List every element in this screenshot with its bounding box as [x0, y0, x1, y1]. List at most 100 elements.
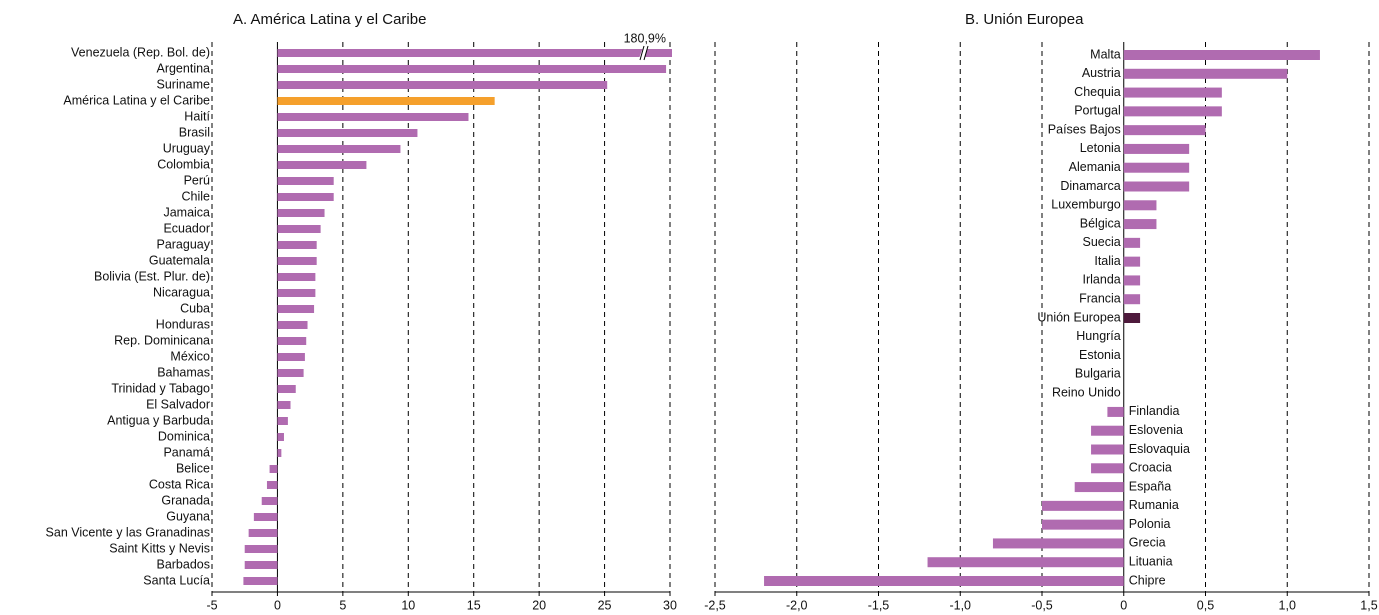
category-label: Paraguay [156, 237, 210, 251]
x-tick-label: 10 [401, 598, 415, 612]
bar [269, 465, 278, 473]
bar [277, 65, 667, 73]
bar [244, 545, 278, 553]
bar [1107, 406, 1124, 417]
category-label: Panamá [163, 445, 210, 459]
x-tick-label: 15 [467, 598, 481, 612]
bar [1123, 143, 1190, 154]
bar [266, 481, 278, 489]
bar [277, 257, 317, 265]
bar [1123, 219, 1157, 230]
category-label: Argentina [156, 61, 210, 75]
bar [1091, 463, 1124, 474]
bar [248, 529, 278, 537]
category-label: Chile [182, 189, 211, 203]
bar [277, 113, 469, 121]
bar [244, 561, 278, 569]
bar [277, 369, 304, 377]
x-tick-label: -0,5 [1031, 598, 1053, 612]
bar [1123, 237, 1141, 248]
bar [253, 513, 278, 521]
category-label: Haití [184, 109, 210, 123]
x-tick-label: 30 [663, 598, 677, 612]
bar [277, 161, 367, 169]
category-label: Austria [1082, 66, 1121, 80]
category-label: Saint Kitts y Nevis [109, 541, 210, 555]
bar [1123, 68, 1288, 79]
x-tick-label: -2,0 [786, 598, 808, 612]
category-label: Eslovaquia [1129, 442, 1190, 456]
bar [1123, 256, 1141, 267]
bar [277, 321, 308, 329]
category-label: Belice [176, 461, 210, 475]
bar [277, 353, 305, 361]
category-label: Costa Rica [149, 477, 210, 491]
category-label: Países Bajos [1048, 122, 1121, 136]
category-label: Estonia [1079, 348, 1121, 362]
category-label: Chipre [1129, 573, 1166, 587]
x-tick-label: 0,5 [1197, 598, 1214, 612]
category-label: Perú [184, 173, 210, 187]
bar [277, 305, 315, 313]
break-mark [643, 45, 649, 61]
bar [277, 337, 307, 345]
x-tick-label: 0 [274, 598, 281, 612]
category-label: Venezuela (Rep. Bol. de) [71, 45, 210, 59]
bar [1091, 425, 1124, 436]
x-tick-label: 0 [1120, 598, 1127, 612]
panel-title: B. Unión Europea [965, 11, 1084, 28]
category-label: Guatemala [149, 253, 210, 267]
bar [277, 97, 495, 105]
category-label: Antigua y Barbuda [107, 413, 210, 427]
bar [764, 576, 1124, 586]
bar [1123, 294, 1141, 305]
x-tick-label: 25 [598, 598, 612, 612]
category-label: Rumania [1129, 498, 1179, 512]
bar [992, 538, 1124, 549]
category-label: Ecuador [163, 221, 210, 235]
bar [927, 557, 1124, 568]
bar [1123, 125, 1206, 136]
bar [277, 177, 334, 185]
category-label: Alemania [1069, 160, 1121, 174]
bar [277, 273, 316, 281]
category-label: Malta [1090, 47, 1121, 61]
category-label: Guyana [166, 509, 210, 523]
bar [277, 225, 321, 233]
x-tick-label: -1,0 [949, 598, 971, 612]
bar [277, 401, 291, 409]
category-label: Hungría [1076, 329, 1121, 343]
category-label: Dinamarca [1060, 179, 1120, 193]
category-label: Rep. Dominicana [114, 333, 210, 347]
category-label: Reino Unido [1052, 385, 1121, 399]
category-label: Bélgica [1080, 216, 1121, 230]
category-label: Colombia [157, 157, 210, 171]
category-label: Irlanda [1083, 273, 1121, 287]
category-label: Cuba [180, 301, 210, 315]
bar [277, 433, 284, 441]
bar [277, 81, 608, 89]
value-label: 180,9% [624, 31, 666, 45]
bar [1123, 162, 1190, 173]
x-tick-label: 5 [339, 598, 346, 612]
break-mark [639, 45, 645, 61]
category-label: Polonia [1129, 517, 1171, 531]
category-label: España [1129, 479, 1171, 493]
category-label: América Latina y el Caribe [63, 93, 210, 107]
bar [261, 497, 278, 505]
category-label: Uruguay [163, 141, 211, 155]
bar [277, 193, 334, 201]
category-label: Croacia [1129, 461, 1172, 475]
bar [277, 417, 288, 425]
category-label: El Salvador [146, 397, 210, 411]
x-tick-label: -1,5 [868, 598, 890, 612]
category-label: Chequia [1074, 85, 1121, 99]
bar [277, 385, 296, 393]
category-label: Letonia [1080, 141, 1121, 155]
category-label: Brasil [179, 125, 210, 139]
category-label: Santa Lucía [143, 573, 210, 587]
category-label: Bolivia (Est. Plur. de) [94, 269, 210, 283]
bar [1042, 519, 1124, 530]
x-tick-label: 1,0 [1279, 598, 1296, 612]
